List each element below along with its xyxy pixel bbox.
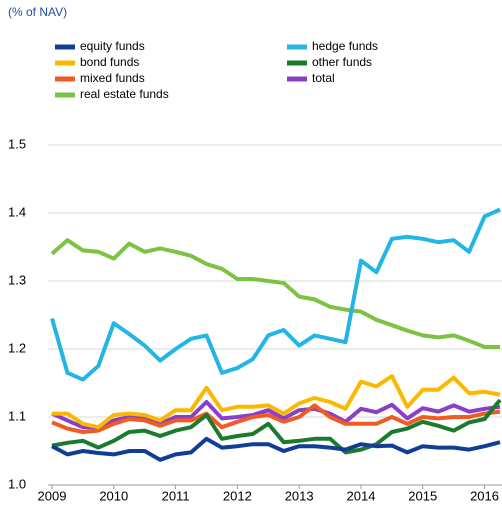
y-tick-label: 1.2	[8, 340, 26, 355]
x-tick-label: 2012	[223, 488, 252, 503]
series-line	[51, 403, 501, 434]
x-tick-label: 2011	[162, 488, 190, 503]
series-line	[52, 374, 501, 430]
legend-label: mixed funds	[80, 71, 145, 85]
y-tick-label: 1.0	[8, 476, 26, 491]
y-tick-label: 1.1	[8, 408, 26, 423]
x-tick-label: 2016	[470, 488, 499, 503]
legend-label: hedge funds	[312, 39, 378, 53]
series-line	[51, 398, 502, 455]
y-tick-label: 1.5	[8, 136, 26, 151]
legend-label: real estate funds	[80, 87, 169, 101]
x-tick-label: 2014	[347, 488, 376, 503]
series-line	[50, 238, 500, 349]
x-tick-label: 2009	[38, 488, 67, 503]
series-line	[51, 436, 501, 462]
x-tick-label: 2015	[408, 488, 437, 503]
legend-label: other funds	[312, 55, 372, 69]
chart-subtitle: (% of NAV)	[8, 5, 67, 19]
x-tick-label: 2010	[99, 488, 128, 503]
y-tick-label: 1.4	[8, 204, 26, 219]
legend-label: total	[312, 71, 335, 85]
legend-label: equity funds	[80, 39, 145, 53]
legend-label: bond funds	[80, 55, 139, 69]
y-tick-label: 1.3	[8, 272, 26, 287]
x-tick-label: 2013	[285, 488, 314, 503]
series-line	[51, 400, 501, 430]
series-line	[50, 207, 501, 382]
